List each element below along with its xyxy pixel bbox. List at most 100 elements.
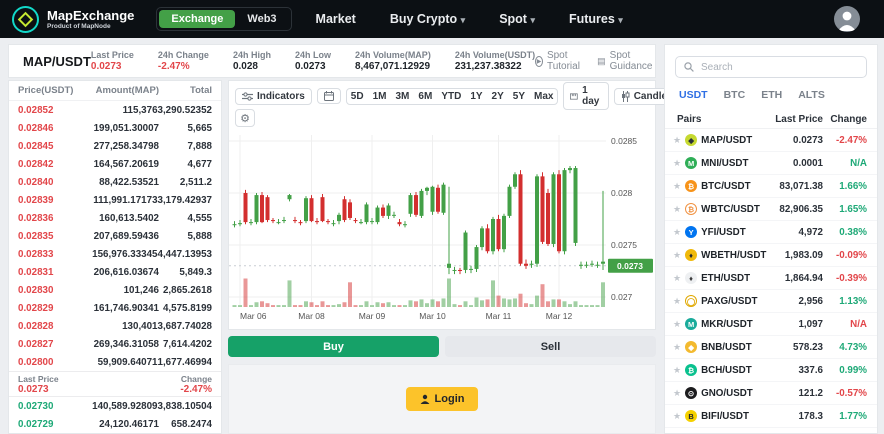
tab-btc[interactable]: BTC bbox=[723, 89, 746, 101]
pair-row-mni-usdt[interactable]: ★ M MNI/USDT 0.0001 N/A bbox=[665, 152, 877, 175]
favorite-star-icon[interactable]: ★ bbox=[673, 410, 682, 421]
pair-row-wbtc-usdt[interactable]: ★ ₿ WBTC/USDT 82,906.35 1.65% bbox=[665, 198, 877, 221]
chart-panel: Indicators 5D 1M 3M 6M YTD 1Y 2Y 5Y Max 1 day bbox=[228, 80, 751, 330]
order-book-row[interactable]: 0.02846 199,051.30007 5,665 bbox=[18, 122, 212, 134]
range-2y[interactable]: 2Y bbox=[491, 90, 504, 102]
pair-title[interactable]: MAP/USDT bbox=[23, 53, 91, 69]
order-book-row[interactable]: 0.02833 156,976.33345 4,447.13953 bbox=[18, 248, 212, 260]
sell-tab-button[interactable]: Sell bbox=[445, 336, 656, 357]
order-book-row[interactable]: 0.02729 24,120.46171 658.2474 bbox=[18, 418, 212, 430]
pair-name: BIFI/USDT bbox=[701, 410, 749, 422]
pair-row-paxg-usdt[interactable]: ★ ◯ PAXG/USDT 2,956 1.13% bbox=[665, 290, 877, 313]
search-box[interactable] bbox=[675, 56, 867, 78]
logo-icon bbox=[12, 5, 39, 33]
pair-last-price: 1,864.94 bbox=[784, 272, 823, 284]
range-max[interactable]: Max bbox=[534, 90, 554, 102]
range-1y[interactable]: 1Y bbox=[470, 90, 483, 102]
favorite-star-icon[interactable]: ★ bbox=[673, 295, 682, 306]
coin-icon: B bbox=[685, 410, 698, 422]
favorite-star-icon[interactable]: ★ bbox=[673, 341, 682, 352]
pair-change: -0.57% bbox=[835, 387, 867, 399]
range-ytd[interactable]: YTD bbox=[441, 90, 462, 102]
favorite-star-icon[interactable]: ★ bbox=[673, 387, 682, 398]
range-1m[interactable]: 1M bbox=[372, 90, 387, 102]
interval-button[interactable]: 1 day bbox=[563, 82, 609, 110]
change-label: Change bbox=[180, 373, 212, 384]
search-input[interactable] bbox=[701, 61, 841, 73]
pair-row-map-usdt[interactable]: ★ ◆ MAP/USDT 0.0273 -2.47% bbox=[665, 129, 877, 152]
tab-usdt[interactable]: USDT bbox=[679, 89, 708, 101]
app-logo[interactable]: MapExchange Product of MapNode bbox=[12, 5, 134, 33]
pair-row-bifi-usdt[interactable]: ★ B BIFI/USDT 178.3 1.77% bbox=[665, 405, 877, 428]
favorite-star-icon[interactable]: ★ bbox=[673, 226, 682, 237]
order-book-row[interactable]: 0.02836 160,613.5402 4,555 bbox=[18, 212, 212, 224]
order-book-row[interactable]: 0.02800 59,909.64071 1,677.46994 bbox=[18, 356, 212, 368]
order-book-row[interactable]: 0.02842 164,567.20619 4,677 bbox=[18, 158, 212, 170]
last-price-value: 0.0273 bbox=[18, 383, 49, 395]
menu-item-buy-crypto[interactable]: Buy Crypto ▾ bbox=[389, 12, 466, 26]
pair-last-price: 1,097 bbox=[798, 318, 823, 330]
order-book-row[interactable]: 0.02845 277,258.34798 7,888 bbox=[18, 140, 212, 152]
favorite-star-icon[interactable]: ★ bbox=[673, 134, 682, 145]
stat-last-price: Last Price 0.0273 bbox=[90, 49, 134, 72]
spot-guidance-link[interactable]: ▤ Spot Guidance bbox=[597, 50, 653, 72]
order-book-row[interactable]: 0.02730 140,589.92809 3,838.10504 bbox=[18, 400, 212, 412]
favorite-star-icon[interactable]: ★ bbox=[673, 318, 682, 329]
svg-text:0.0273: 0.0273 bbox=[617, 261, 643, 271]
order-book-row[interactable]: 0.02830 101,246 2,865.2618 bbox=[18, 284, 212, 296]
order-book-row[interactable]: 0.02831 206,616.03674 5,849.3 bbox=[18, 266, 212, 278]
pair-row-btc-usdt[interactable]: ★ ₿ BTC/USDT 83,071.38 1.66% bbox=[665, 175, 877, 198]
calendar-button[interactable] bbox=[316, 88, 341, 104]
toggle-exchange-button[interactable]: Exchange bbox=[159, 10, 236, 28]
coin-icon: ◆ bbox=[685, 341, 698, 353]
order-book-row[interactable]: 0.02829 161,746.90341 4,575.8199 bbox=[18, 302, 212, 314]
menu-item-market[interactable]: Market bbox=[315, 12, 356, 26]
coin-icon: M bbox=[685, 318, 698, 330]
menu-item-spot[interactable]: Spot ▾ bbox=[499, 12, 535, 26]
pair-row-mkr-usdt[interactable]: ★ M MKR/USDT 1,097 N/A bbox=[665, 313, 877, 336]
toggle-web3-button[interactable]: Web3 bbox=[247, 13, 277, 25]
order-book-row[interactable]: 0.02835 207,689.59436 5,888 bbox=[18, 230, 212, 242]
user-avatar-button[interactable] bbox=[834, 6, 860, 32]
order-book-row[interactable]: 0.02852 115,376 3,290.52352 bbox=[18, 104, 212, 116]
ruler-icon bbox=[570, 92, 579, 100]
favorite-star-icon[interactable]: ★ bbox=[673, 157, 682, 168]
order-book-row[interactable]: 0.02840 88,422.53521 2,511.2 bbox=[18, 176, 212, 188]
pair-row-bnb-usdt[interactable]: ★ ◆ BNB/USDT 578.23 4.73% bbox=[665, 336, 877, 359]
order-book-row[interactable]: 0.02839 111,991.17173 3,179.42937 bbox=[18, 194, 212, 206]
pair-change: 4.73% bbox=[839, 341, 867, 353]
spot-tutorial-link[interactable]: ▶ Spot Tutorial bbox=[535, 50, 580, 72]
pair-row-wbeth-usdt[interactable]: ★ ♦ WBETH/USDT 1,983.09 -0.09% bbox=[665, 244, 877, 267]
asks-list: 0.02852 115,376 3,290.52352 0.02846 199,051.… bbox=[9, 101, 221, 371]
chart-toolbar: Indicators 5D 1M 3M 6M YTD 1Y 2Y 5Y Max 1 day bbox=[229, 81, 751, 110]
range-3m[interactable]: 3M bbox=[395, 90, 410, 102]
favorite-star-icon[interactable]: ★ bbox=[673, 203, 682, 214]
indicators-button[interactable]: Indicators bbox=[235, 87, 312, 105]
tab-eth[interactable]: ETH bbox=[761, 89, 783, 101]
candlestick-chart[interactable]: 0.0285 0.028 0.0275 0.027 0.0273 Mar 06 Mar 08… bbox=[229, 129, 655, 325]
range-5y[interactable]: 5Y bbox=[512, 90, 526, 102]
favorite-star-icon[interactable]: ★ bbox=[673, 364, 682, 375]
order-book-row[interactable]: 0.02828 130,401 3,687.74028 bbox=[18, 320, 212, 332]
pair-row-bch-usdt[interactable]: ★ ₿ BCH/USDT 337.6 0.99% bbox=[665, 359, 877, 382]
pair-row-eth-usdt[interactable]: ★ ♦ ETH/USDT 1,864.94 -0.39% bbox=[665, 267, 877, 290]
favorite-star-icon[interactable]: ★ bbox=[673, 272, 682, 283]
pair-row-gno-usdt[interactable]: ★ ⊙ GNO/USDT 121.2 -0.57% bbox=[665, 382, 877, 405]
change-value: -2.47% bbox=[180, 383, 212, 395]
chart-settings-button[interactable]: ⚙ bbox=[235, 109, 255, 127]
range-5d[interactable]: 5D bbox=[350, 90, 364, 102]
tab-alts[interactable]: ALTS bbox=[798, 89, 825, 101]
svg-text:0.0285: 0.0285 bbox=[611, 136, 637, 146]
pair-row-yfi-usdt[interactable]: ★ Y YFI/USDT 4,972 0.38% bbox=[665, 221, 877, 244]
order-book-row[interactable]: 0.02827 269,346.31058 7,614.4202 bbox=[18, 338, 212, 350]
pair-last-price: 2,956 bbox=[798, 295, 823, 307]
col-last-price: Last Price bbox=[775, 114, 823, 125]
favorite-star-icon[interactable]: ★ bbox=[673, 249, 682, 260]
buy-tab-button[interactable]: Buy bbox=[228, 336, 439, 357]
menu-item-futures[interactable]: Futures ▾ bbox=[568, 12, 623, 26]
range-6m[interactable]: 6M bbox=[418, 90, 433, 102]
candles-style-button[interactable]: Candles bbox=[613, 87, 680, 105]
pair-last-price: 83,071.38 bbox=[779, 180, 823, 192]
favorite-star-icon[interactable]: ★ bbox=[673, 180, 682, 191]
login-button[interactable]: Login bbox=[405, 387, 479, 411]
